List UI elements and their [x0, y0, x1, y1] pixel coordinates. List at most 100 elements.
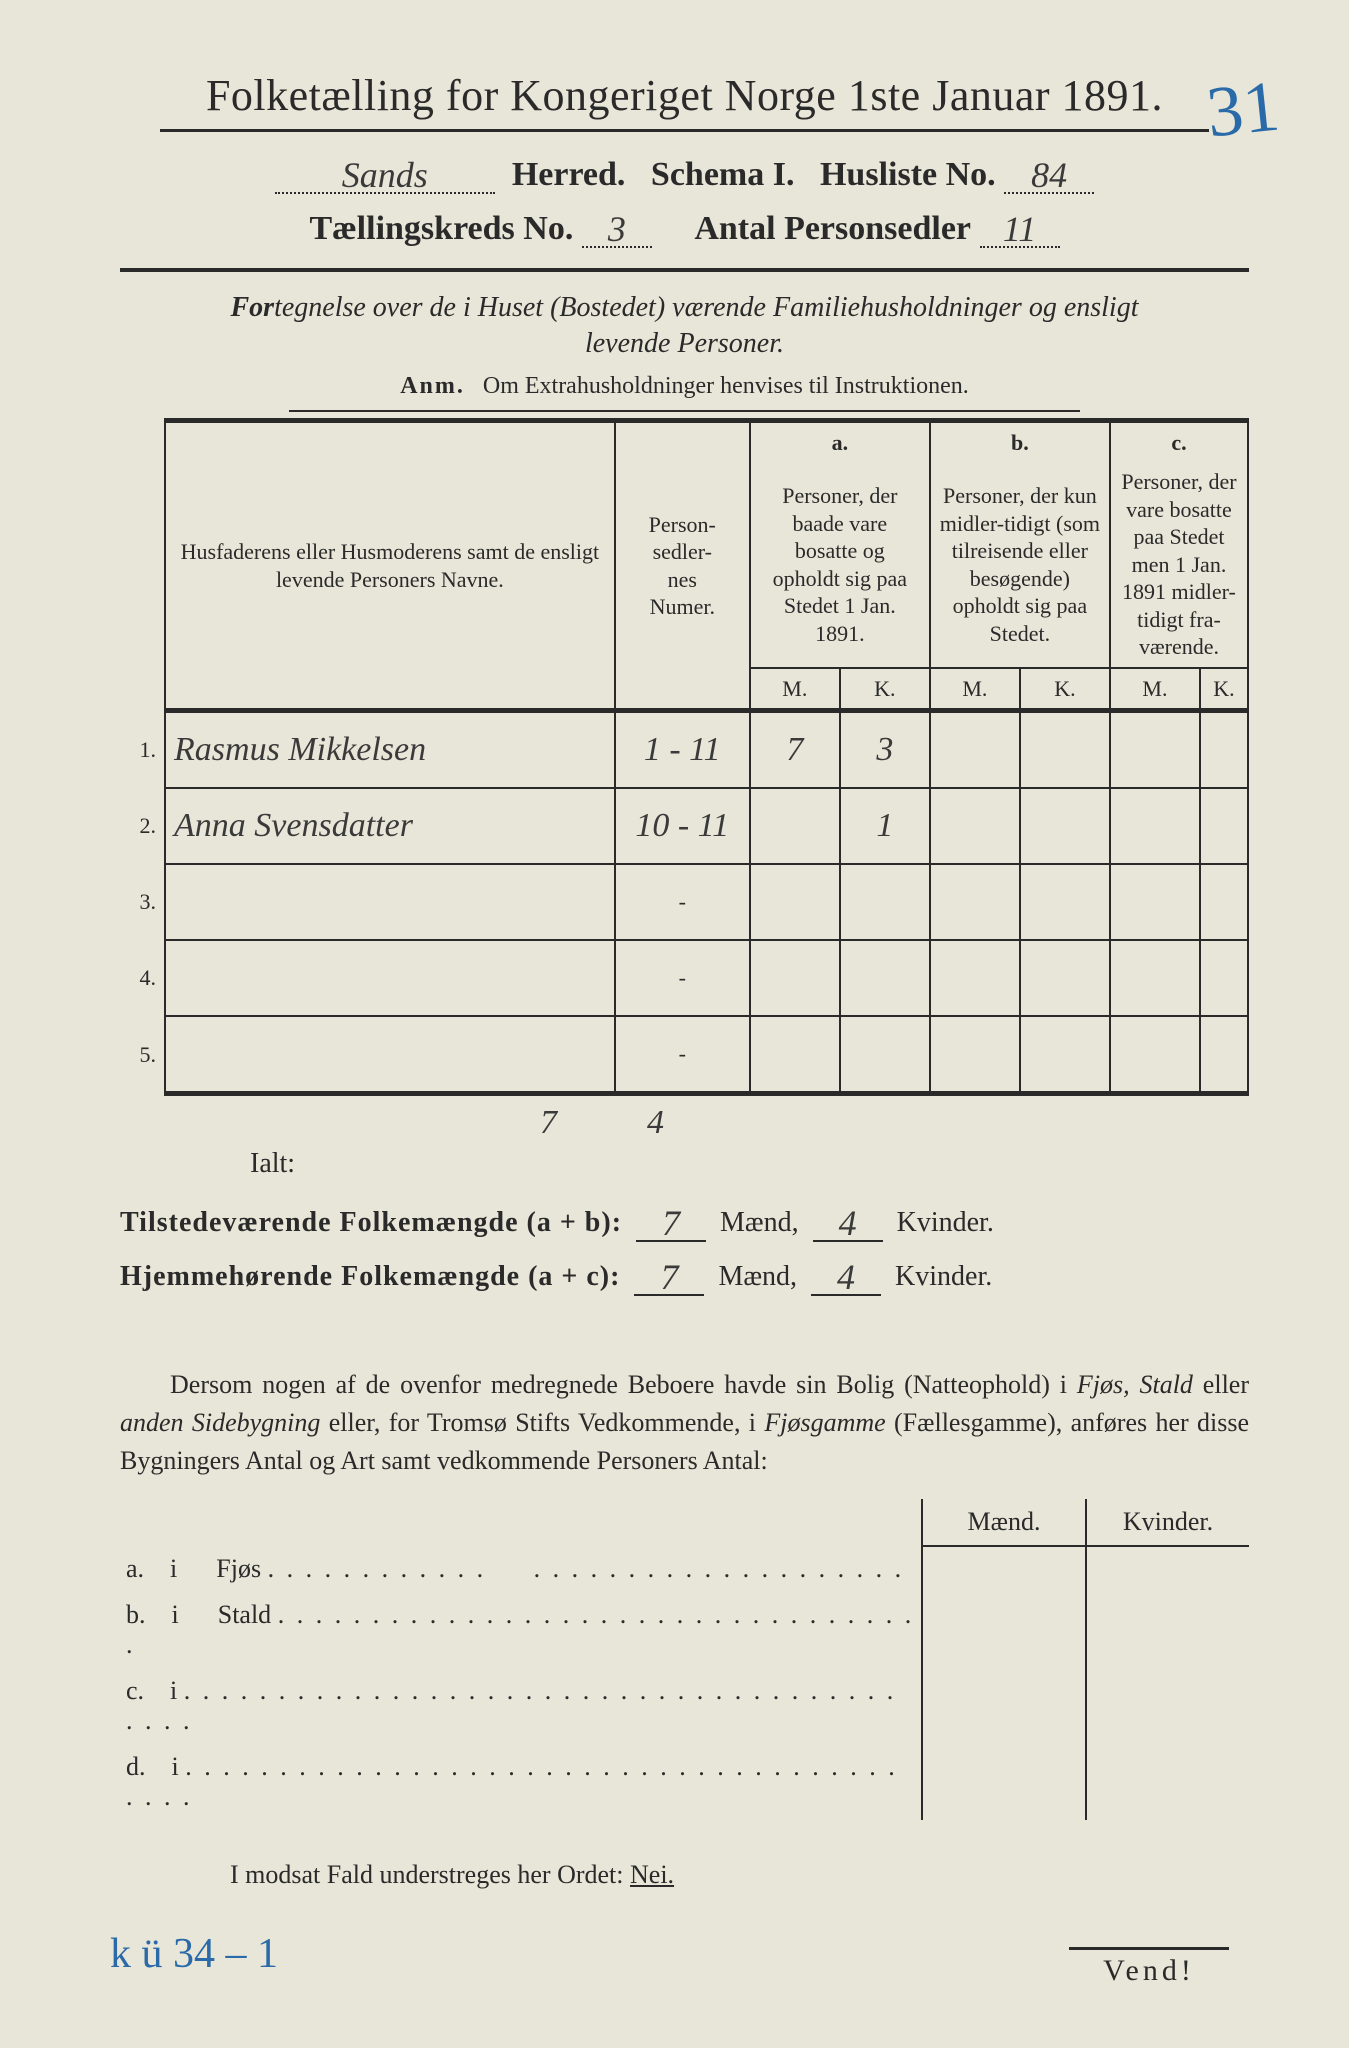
husliste-field: 84: [1004, 150, 1094, 194]
summary1-mlabel: Mænd,: [720, 1207, 799, 1238]
table-row: 4. -: [120, 940, 1248, 1016]
ialt-k: 4: [647, 1104, 664, 1142]
anm-line: Anm. Om Extrahusholdninger henvises til …: [120, 373, 1249, 400]
herred-value: Sands: [342, 155, 428, 195]
dots: . . . . . . . . . . . . . . . . . . . . …: [126, 1676, 896, 1735]
hdr-num: Person-sedler-nesNumer.: [615, 420, 750, 711]
anm-label: Anm.: [400, 373, 465, 399]
header-line-2: Sands Herred. Schema I. Husliste No. 84: [120, 150, 1249, 194]
summary2-label: Hjemmehørende Folkemængde (a + c):: [120, 1261, 620, 1292]
below-table: 7 4 Ialt: Tilstedeværende Folkemængde (a…: [120, 1104, 1249, 1296]
title-underline: [160, 129, 1209, 132]
paragraph: Dersom nogen af de ovenfor medregnede Be…: [120, 1366, 1249, 1479]
summary1-klabel: Kvinder.: [897, 1207, 994, 1238]
husliste-value: 84: [1031, 155, 1067, 195]
nei-line: I modsat Fald understreges her Ordet: Ne…: [120, 1860, 1249, 1890]
dots: . . . . . . . . . . . . . . . . . . . . …: [268, 1554, 905, 1583]
lower-l: d.: [126, 1752, 146, 1781]
lower-hdr-k: Kvinder.: [1086, 1499, 1249, 1546]
main-table: Husfaderens eller Husmoderens samt de en…: [120, 418, 1249, 1097]
table-row: 5. -: [120, 1016, 1248, 1094]
summary1-label: Tilstedeværende Folkemængde (a + b):: [120, 1207, 622, 1238]
row-personnum: -: [679, 965, 686, 990]
summary-resident: Hjemmehørende Folkemængde (a + c): 7 Mæn…: [120, 1252, 1249, 1296]
hdr-c: c.: [1110, 420, 1248, 462]
lower-i: i: [170, 1554, 177, 1583]
table-row: 2. Anna Svensdatter 10 - 11 1: [120, 788, 1248, 864]
hdr-a: a.: [750, 420, 930, 462]
table-row: 1. Rasmus Mikkelsen 1 - 11 7 3: [120, 711, 1248, 789]
hdr-b: b.: [930, 420, 1110, 462]
antal-value: 11: [1003, 209, 1036, 249]
hdr-name: Husfaderens eller Husmoderens samt de en…: [165, 420, 615, 711]
dots: . . . . . . . . . . . . . . . . . . . . …: [126, 1752, 898, 1811]
census-form-page: 31 Folketælling for Kongeriget Norge 1st…: [0, 0, 1349, 2048]
row-num: 2.: [120, 788, 165, 864]
lower-hdr-m: Mænd.: [922, 1499, 1086, 1546]
schema-label: Schema I.: [651, 156, 795, 193]
hdr-ak: K.: [840, 668, 930, 711]
row-num: 1.: [120, 711, 165, 789]
row-ak: 3: [876, 731, 893, 768]
summary1-m: 7: [662, 1203, 680, 1243]
page-title: Folketælling for Kongeriget Norge 1ste J…: [120, 70, 1249, 121]
ialt-m: 7: [540, 1104, 557, 1142]
hdr-a-text: Personer, der baade vare bosatte og opho…: [750, 462, 930, 668]
summary2-m: 7: [660, 1257, 678, 1297]
row-name: Rasmus Mikkelsen: [174, 731, 426, 768]
summary-present: Tilstedeværende Folkemængde (a + b): 7 M…: [120, 1198, 1249, 1242]
vend-label: Vend!: [1069, 1947, 1229, 1988]
summary1-k: 4: [839, 1203, 857, 1243]
lower-row: d. i . . . . . . . . . . . . . . . . . .…: [120, 1744, 1249, 1820]
hdr-bk: K.: [1020, 668, 1110, 711]
row-personnum: -: [679, 1041, 686, 1066]
nei-word: Nei.: [630, 1860, 674, 1889]
lower-i: i: [172, 1752, 179, 1781]
lower-row: a. i Fjøs . . . . . . . . . . . . . . . …: [120, 1546, 1249, 1592]
ialt-label: Ialt:: [250, 1148, 1249, 1180]
summary2-klabel: Kvinder.: [895, 1261, 992, 1292]
subtitle: Fortegnelse over de i Huset (Bostedet) v…: [120, 290, 1249, 363]
summary2-k: 4: [837, 1257, 855, 1297]
footer-annotation: k ü 34 – 1: [110, 1930, 278, 1978]
husliste-label: Husliste No.: [820, 156, 996, 193]
hdr-am: M.: [750, 668, 840, 711]
row-name: Anna Svensdatter: [174, 807, 413, 844]
herred-field: Sands: [275, 150, 495, 194]
anm-text: Om Extrahusholdninger henvises til Instr…: [483, 373, 969, 399]
kreds-field: 3: [582, 204, 652, 248]
kreds-label: Tællingskreds No.: [309, 210, 573, 247]
kreds-value: 3: [608, 209, 626, 249]
lower-i: i: [170, 1676, 177, 1705]
nei-pre: I modsat Fald understreges her Ordet:: [230, 1860, 630, 1889]
row-num: 3.: [120, 864, 165, 940]
summary2-mlabel: Mænd,: [718, 1261, 797, 1292]
table-row: 3. -: [120, 864, 1248, 940]
row-personnum: 1 - 11: [644, 731, 721, 768]
lower-l: c.: [126, 1676, 144, 1705]
antal-label: Antal Personsedler: [694, 210, 971, 247]
lower-table: Mænd. Kvinder. a. i Fjøs . . . . . . . .…: [120, 1499, 1249, 1820]
lower-l: a.: [126, 1554, 144, 1583]
hdr-ck: K.: [1200, 668, 1248, 711]
lower-l: b.: [126, 1600, 146, 1629]
hdr-b-text: Personer, der kun midler-tidigt (som til…: [930, 462, 1110, 668]
hdr-bm: M.: [930, 668, 1020, 711]
divider: [120, 268, 1249, 272]
row-am: 7: [786, 731, 803, 768]
row-num: 4.: [120, 940, 165, 1016]
row-ak: 1: [876, 807, 893, 844]
hdr-c-text: Personer, der vare bosatte paa Stedet me…: [1110, 462, 1248, 668]
corner-annotation: 31: [1203, 64, 1283, 154]
herred-label: Herred.: [512, 156, 626, 193]
ialt-values: 7 4: [260, 1104, 1249, 1142]
antal-field: 11: [980, 204, 1060, 248]
hdr-cm: M.: [1110, 668, 1200, 711]
short-rule: [289, 410, 1079, 412]
lower-t: Stald: [218, 1600, 271, 1629]
lower-row: b. i Stald . . . . . . . . . . . . . . .…: [120, 1592, 1249, 1668]
header-line-3: Tællingskreds No. 3 Antal Personsedler 1…: [120, 204, 1249, 248]
row-num: 5.: [120, 1016, 165, 1094]
lower-t: Fjøs: [216, 1554, 261, 1583]
row-personnum: -: [679, 889, 686, 914]
